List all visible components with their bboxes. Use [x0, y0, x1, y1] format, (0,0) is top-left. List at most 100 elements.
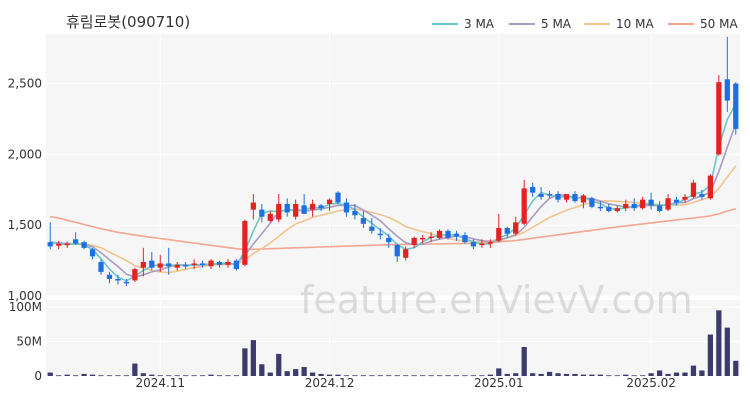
candle-body: [318, 205, 324, 209]
candle-body: [555, 194, 561, 200]
candle-body: [293, 203, 299, 217]
volume-bar: [250, 340, 256, 376]
candle-body: [343, 202, 350, 213]
legend-label: 5 MA: [541, 17, 572, 31]
volume-bar: [352, 375, 358, 377]
candle-body: [106, 274, 113, 280]
candle-body: [360, 218, 367, 224]
volume-bar: [428, 375, 434, 377]
candle-body: [699, 194, 705, 197]
candle-body: [538, 194, 544, 197]
candle-body: [428, 236, 434, 239]
volume-bar: [174, 375, 180, 377]
volume-bar: [276, 353, 282, 376]
candle-body: [377, 233, 383, 236]
candle-body: [606, 206, 612, 212]
volume-bar: [157, 375, 163, 377]
candle-body: [369, 226, 375, 231]
price-tick-label: 1,000: [8, 289, 42, 303]
candle-body: [115, 279, 121, 281]
volume-bar: [470, 375, 477, 377]
candle-body: [665, 198, 671, 210]
candle-body: [597, 206, 603, 209]
candle-body: [386, 237, 392, 243]
volume-bar: [513, 373, 519, 376]
volume-bar: [242, 348, 248, 376]
volume-bar: [453, 375, 460, 377]
candle-body: [487, 242, 493, 244]
candle-body: [623, 203, 629, 209]
candle-body: [284, 203, 290, 213]
candle-body: [453, 233, 460, 237]
volume-bar: [479, 375, 485, 377]
volume-bar: [318, 373, 324, 376]
candle-body: [563, 194, 570, 200]
volume-bar: [462, 375, 468, 377]
candle-body: [631, 203, 637, 209]
volume-bar: [487, 374, 493, 376]
price-tick-label: 2,500: [8, 77, 42, 91]
volume-bar: [597, 374, 603, 376]
volume-bar: [267, 372, 273, 376]
candle-body: [530, 186, 536, 193]
volume-bar: [199, 375, 206, 377]
volume-bar: [386, 375, 392, 377]
candle-body: [436, 230, 443, 238]
volume-bar: [377, 375, 383, 377]
volume-bar: [64, 374, 70, 376]
candle-body: [707, 175, 714, 199]
candle-body: [166, 263, 172, 267]
candle-body: [648, 199, 654, 206]
volume-bar: [326, 374, 333, 376]
candle-body: [56, 243, 62, 246]
candle-body: [394, 245, 400, 257]
chart-title: 휴림로봇(090710): [66, 13, 191, 31]
volume-bar: [673, 372, 680, 376]
volume-bar: [140, 373, 146, 376]
volume-bar: [631, 375, 637, 377]
volume-bar: [115, 375, 121, 377]
candle-body: [98, 262, 104, 272]
volume-bar: [191, 375, 197, 377]
candle-body: [640, 199, 646, 209]
volume-tick-label: 100M: [9, 300, 42, 314]
volume-bar: [216, 375, 223, 377]
volume-bar: [360, 375, 367, 377]
candle-body: [183, 264, 189, 267]
candle-body: [572, 194, 578, 202]
x-tick-label: 2025.02: [626, 376, 676, 390]
volume-bar: [98, 375, 104, 377]
candle-body: [419, 237, 426, 240]
candle-body: [157, 263, 163, 268]
volume-bar: [183, 375, 189, 377]
candle-body: [47, 242, 53, 247]
candle-body: [123, 281, 130, 284]
candle-body: [690, 182, 697, 197]
candle-body: [267, 213, 273, 221]
volume-bar: [284, 371, 290, 376]
candle-body: [656, 205, 663, 212]
candle-body: [411, 237, 417, 246]
volume-bar: [589, 374, 595, 376]
candle-body: [208, 260, 214, 267]
volume-bar: [580, 374, 587, 376]
candle-body: [580, 195, 587, 203]
candle-body: [496, 228, 502, 241]
volume-bar: [47, 372, 53, 376]
volume-bar: [648, 373, 654, 376]
volume-bar: [56, 375, 62, 377]
volume-bar: [394, 375, 400, 377]
candle-body: [716, 82, 722, 155]
volume-bar: [132, 363, 138, 376]
candle-body: [521, 188, 527, 224]
candle-body: [462, 235, 468, 243]
volume-bar: [690, 365, 697, 376]
volume-bar: [504, 373, 510, 376]
volume-bar: [403, 375, 409, 377]
candle-body: [445, 230, 451, 238]
candle-body: [513, 222, 519, 234]
candle-body: [225, 262, 231, 265]
volume-bar: [309, 372, 316, 376]
candle-body: [149, 260, 155, 268]
